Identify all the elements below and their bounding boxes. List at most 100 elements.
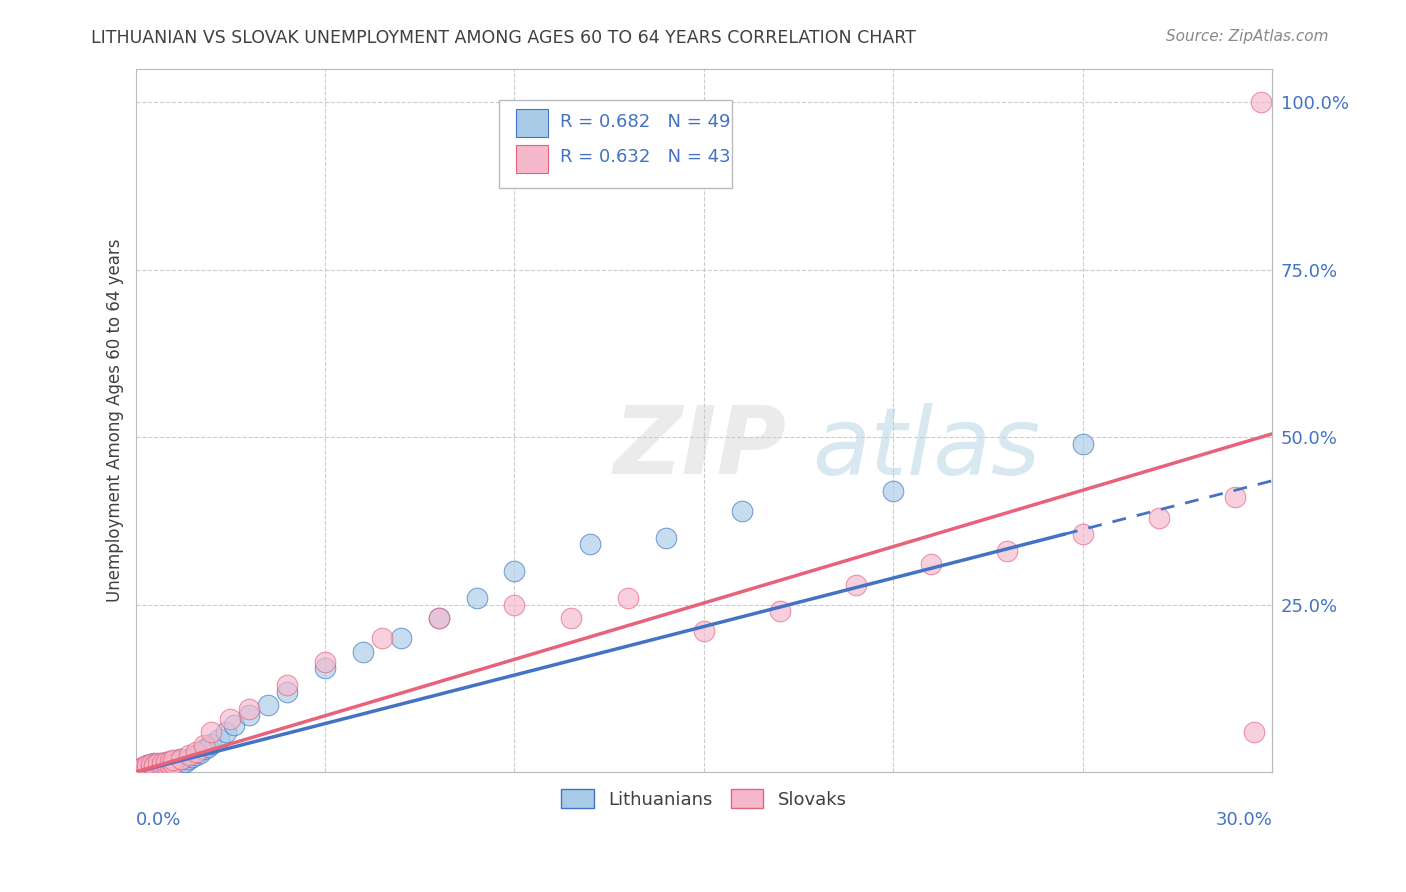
Point [162, 757, 184, 772]
Point [143, 756, 166, 771]
Point [1071, 527, 1094, 541]
Point [148, 757, 170, 772]
Point [352, 644, 374, 658]
Point [1243, 725, 1265, 739]
FancyBboxPatch shape [499, 100, 733, 188]
Text: Source: ZipAtlas.com: Source: ZipAtlas.com [1166, 29, 1329, 45]
Point [257, 698, 280, 713]
Point [920, 558, 942, 572]
Point [1071, 437, 1094, 451]
Point [188, 747, 211, 761]
Point [148, 756, 170, 771]
Point [208, 731, 231, 746]
Point [1223, 491, 1246, 505]
Point [162, 758, 184, 772]
Point [132, 760, 155, 774]
Point [276, 678, 298, 692]
Point [155, 756, 177, 770]
Point [314, 655, 336, 669]
Point [845, 577, 868, 591]
Point [143, 757, 166, 772]
Point [170, 752, 193, 766]
Bar [516, 145, 548, 173]
Point [128, 762, 150, 776]
Point [173, 755, 195, 769]
Point [159, 758, 181, 772]
Text: ZIP: ZIP [613, 402, 786, 494]
Point [769, 604, 792, 618]
Point [1147, 510, 1170, 524]
Point [389, 631, 412, 645]
Point [139, 760, 162, 774]
Point [193, 739, 215, 753]
Point [132, 761, 155, 775]
Point [139, 757, 162, 772]
Point [560, 611, 582, 625]
Text: 0.0%: 0.0% [135, 811, 181, 829]
Point [170, 752, 193, 766]
Point [314, 661, 336, 675]
Point [238, 708, 260, 723]
Point [465, 591, 488, 605]
Point [128, 762, 150, 776]
Point [150, 756, 173, 771]
Point [181, 750, 204, 764]
Y-axis label: Unemployment Among Ages 60 to 64 years: Unemployment Among Ages 60 to 64 years [107, 238, 124, 602]
Point [995, 544, 1018, 558]
Text: R = 0.632   N = 43: R = 0.632 N = 43 [560, 148, 730, 166]
Point [731, 504, 754, 518]
Point [135, 758, 157, 772]
Text: atlas: atlas [813, 403, 1040, 494]
Point [159, 755, 181, 769]
Point [159, 755, 181, 769]
Point [143, 759, 166, 773]
Point [135, 758, 157, 772]
Legend: Lithuanians, Slovaks: Lithuanians, Slovaks [554, 782, 853, 816]
Point [135, 760, 157, 774]
Point [579, 537, 602, 551]
Point [143, 761, 166, 775]
Point [132, 760, 155, 774]
Point [155, 758, 177, 772]
Point [427, 611, 450, 625]
Point [200, 737, 222, 751]
Point [166, 757, 188, 772]
Point [427, 611, 450, 625]
Point [135, 760, 157, 774]
Point [222, 718, 245, 732]
Bar [516, 110, 548, 137]
Point [177, 748, 200, 763]
Point [503, 598, 526, 612]
Point [219, 712, 242, 726]
Point [655, 531, 678, 545]
Point [200, 725, 222, 739]
Point [148, 760, 170, 774]
Point [150, 760, 173, 774]
Point [503, 564, 526, 578]
Point [693, 624, 716, 639]
Point [132, 761, 155, 775]
Point [139, 757, 162, 772]
Point [162, 755, 184, 769]
Point [166, 753, 188, 767]
Point [371, 631, 394, 645]
Point [143, 760, 166, 774]
Text: R = 0.682   N = 49: R = 0.682 N = 49 [560, 113, 730, 131]
Point [193, 741, 215, 756]
Point [150, 756, 173, 770]
Point [155, 755, 177, 769]
Text: 30.0%: 30.0% [1216, 811, 1272, 829]
Point [882, 483, 904, 498]
Point [238, 701, 260, 715]
Point [139, 760, 162, 774]
Point [186, 748, 208, 763]
Point [159, 758, 181, 772]
Point [148, 760, 170, 774]
Point [197, 739, 219, 754]
Point [1250, 95, 1272, 109]
Point [155, 759, 177, 773]
Text: LITHUANIAN VS SLOVAK UNEMPLOYMENT AMONG AGES 60 TO 64 YEARS CORRELATION CHART: LITHUANIAN VS SLOVAK UNEMPLOYMENT AMONG … [91, 29, 917, 47]
Point [276, 685, 298, 699]
Point [170, 757, 193, 772]
Point [617, 591, 640, 605]
